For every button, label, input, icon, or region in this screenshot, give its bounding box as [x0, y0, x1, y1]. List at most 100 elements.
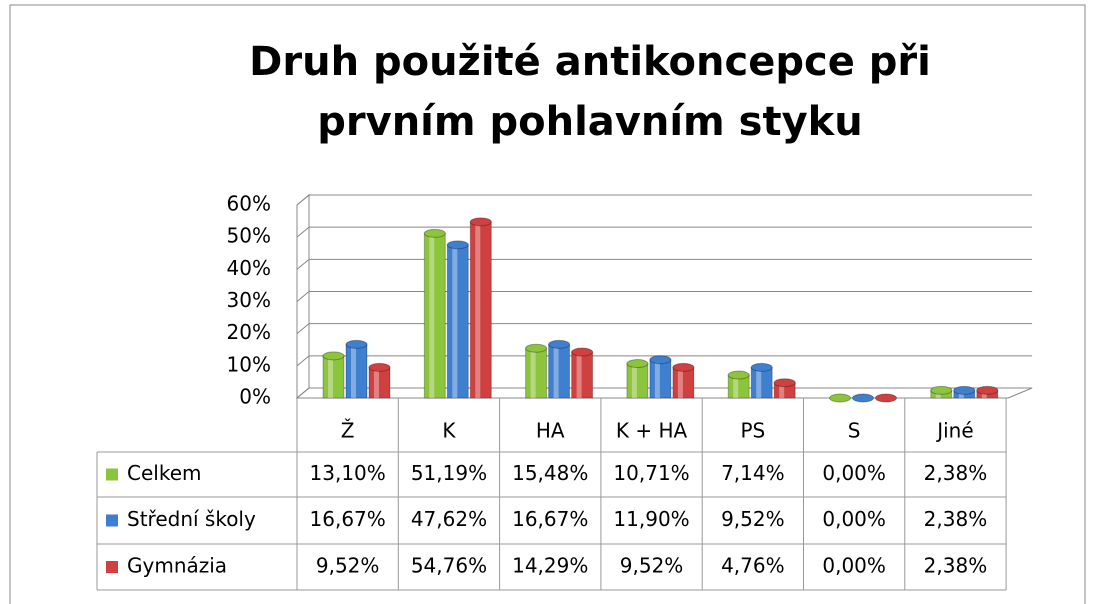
bar-highlight [779, 382, 785, 398]
x-tick-label: Ž [341, 419, 355, 443]
x-tick-label: K [442, 419, 456, 443]
bar [368, 366, 391, 399]
bar-top [626, 359, 649, 369]
bar [446, 244, 469, 399]
bar-top [976, 385, 999, 395]
bar-top [773, 378, 796, 388]
bar-top [829, 393, 851, 403]
bar-top [571, 347, 594, 357]
table-cell: 16,67% [310, 507, 386, 531]
bar-top [446, 240, 469, 250]
legend-label: Střední školy [127, 507, 256, 531]
table-cell: 51,19% [411, 461, 487, 485]
y-tick-label: 40% [227, 256, 271, 280]
y-tick-label: 10% [227, 352, 271, 376]
table-cell: 13,10% [310, 461, 386, 485]
bar-highlight [553, 344, 559, 398]
table-cell: 7,14% [721, 461, 785, 485]
bar-highlight [429, 233, 435, 398]
bar-top [525, 343, 548, 353]
bar-highlight [677, 367, 683, 398]
bar-top [423, 228, 446, 238]
bar-highlight [530, 348, 536, 398]
bar-top [727, 370, 750, 380]
bar [672, 366, 695, 399]
grid-line [296, 226, 1033, 238]
table-cell: 47,62% [411, 507, 487, 531]
bar-highlight [328, 355, 333, 398]
bar [345, 343, 368, 399]
bar-top [368, 362, 391, 372]
table-cell: 2,38% [924, 554, 988, 578]
bar [571, 351, 594, 399]
bar-highlight [452, 244, 458, 398]
table-cell: 0,00% [822, 507, 886, 531]
bar-top [750, 362, 773, 372]
table-cell: 9,52% [721, 507, 785, 531]
bar-highlight [374, 367, 379, 398]
y-tick-label: 30% [227, 288, 271, 312]
chart-frame [9, 4, 1086, 604]
table-cell: 0,00% [822, 554, 886, 578]
table-cell: 11,90% [613, 507, 689, 531]
chart-title: Druh použité antikoncepce při prvním poh… [249, 39, 931, 145]
bar-top [649, 355, 672, 365]
bar-highlight [351, 344, 356, 398]
table-cell: 15,48% [512, 461, 588, 485]
table-cell: 10,71% [613, 461, 689, 485]
bar-top [548, 339, 571, 349]
bar-highlight [654, 359, 660, 398]
bar-highlight [756, 367, 762, 398]
bar-highlight [631, 363, 637, 398]
grid-line [296, 323, 1033, 335]
bar-top [953, 385, 976, 395]
legend-key [106, 561, 118, 573]
bar-top [852, 393, 874, 403]
y-tick-label: 0% [239, 385, 271, 409]
table-cell: 0,00% [822, 461, 886, 485]
table-cell: 4,76% [721, 554, 785, 578]
y-tick-label: 60% [227, 192, 271, 216]
table-cell: 2,38% [924, 507, 988, 531]
bar-highlight [733, 375, 739, 398]
grid-line [296, 194, 1033, 206]
table-cell: 9,52% [316, 554, 380, 578]
bar-top [672, 362, 695, 372]
y-tick-label: 50% [227, 224, 271, 248]
x-tick-label: K + HA [616, 419, 688, 443]
bar [469, 221, 492, 399]
bar [525, 347, 548, 399]
table-cell: 9,52% [620, 554, 684, 578]
legend-key [106, 468, 118, 481]
x-tick-label: S [848, 419, 861, 443]
bar [322, 355, 345, 399]
table-cell: 54,76% [411, 554, 487, 578]
y-tick-label: 20% [227, 320, 271, 344]
x-tick-label: PS [740, 419, 765, 443]
x-tick-label: Jiné [935, 419, 973, 443]
bar [626, 363, 649, 399]
bar-top [469, 217, 492, 227]
bar-highlight [475, 221, 481, 398]
bar [750, 366, 773, 399]
legend-key [106, 514, 118, 527]
bar [649, 359, 672, 399]
x-tick-label: HA [536, 419, 565, 443]
bar-top [875, 393, 897, 403]
grid-line [296, 355, 1033, 367]
bar-highlight [576, 352, 582, 398]
legend-label: Gymnázia [127, 554, 227, 578]
bar-top [322, 351, 345, 361]
grid-line [296, 291, 1033, 302]
bar-top [345, 339, 368, 349]
bar [423, 232, 446, 399]
table-cell: 2,38% [924, 461, 988, 485]
table-cell: 14,29% [512, 554, 588, 578]
bar [548, 343, 571, 399]
table-cell: 16,67% [512, 507, 588, 531]
bar-top [930, 385, 953, 395]
legend-label: Celkem [127, 461, 201, 485]
grid-line [296, 258, 1033, 270]
